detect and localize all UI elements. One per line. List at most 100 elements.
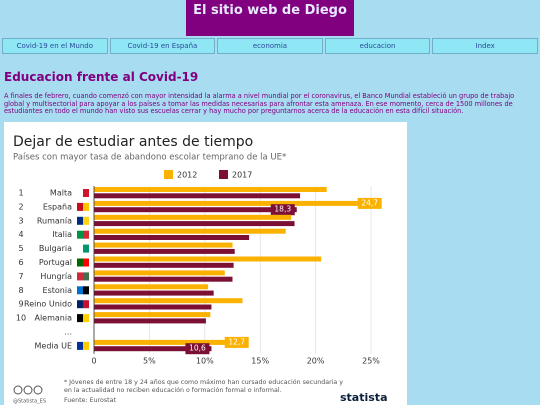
rank-label: 9 [18, 300, 23, 309]
flag [77, 272, 83, 281]
chart: Dejar de estudiar antes de tiempo Países… [13, 134, 388, 405]
bar [94, 339, 235, 345]
footnote: * Jóvenes de entre 18 y 24 años que como… [64, 379, 343, 394]
bar [94, 242, 233, 248]
chart-image: Dejar de estudiar antes de tiempo Países… [4, 122, 407, 405]
legend-swatch [219, 170, 228, 179]
rank-label: 4 [18, 230, 23, 239]
x-tick-label: 15% [251, 356, 269, 365]
x-tick-label: 5% [143, 356, 156, 365]
flag [83, 244, 89, 253]
flag [77, 189, 83, 197]
legend-label: 2012 [177, 171, 197, 180]
bar [94, 228, 286, 234]
article-title: Educacion frente al Covid-19 [4, 70, 199, 84]
chart-subtitle: Países con mayor tasa de abandono escola… [13, 153, 286, 163]
bar [94, 193, 301, 199]
bar [94, 214, 292, 220]
flag [77, 286, 83, 295]
rank-label: 3 [18, 216, 23, 225]
flag [83, 341, 89, 350]
flag [77, 244, 83, 253]
bar [94, 256, 322, 262]
y-tick-label: España [43, 202, 72, 211]
nav-link[interactable]: Index [432, 38, 538, 54]
cc-icon [13, 385, 23, 395]
flag [77, 300, 83, 309]
flag [83, 286, 89, 295]
bar [94, 312, 211, 318]
rank-label: 5 [18, 244, 23, 253]
y-tick-label: Hungría [40, 272, 72, 281]
rank-label: 10 [16, 314, 26, 323]
rank-label: 1 [18, 189, 23, 198]
bar [94, 248, 235, 254]
y-tick-label: Rumanía [37, 216, 72, 225]
value-label-box [270, 204, 295, 216]
cc-icon [23, 385, 33, 395]
flag [83, 258, 89, 267]
brand: statista [340, 391, 388, 404]
bar [94, 235, 250, 240]
flag [83, 314, 89, 323]
bar [94, 200, 368, 206]
value-label: 18,3 [274, 205, 291, 214]
cc-icon [33, 385, 43, 395]
y-tick-label: Reino Unido [24, 300, 72, 309]
nav-link[interactable]: Covid-19 en España [109, 38, 216, 54]
flag [83, 230, 89, 239]
flag [77, 314, 83, 323]
bar [94, 262, 234, 268]
article-text: A finales de febrero, cuando comenzó con… [4, 92, 515, 116]
y-tick-label: Malta [50, 189, 72, 198]
flag [83, 189, 89, 197]
value-label-box [185, 343, 210, 355]
chart-title: Dejar de estudiar antes de tiempo [13, 134, 253, 150]
y-tick-label: ... [64, 328, 72, 337]
x-tick-label: 20% [307, 356, 325, 365]
bar [94, 276, 233, 282]
value-label: 12,7 [228, 337, 245, 346]
flag [77, 258, 83, 267]
x-tick-label: 10% [196, 356, 214, 365]
y-tick-label: Portugal [39, 258, 72, 267]
value-label: 24,7 [361, 198, 378, 207]
rank-label: 6 [18, 258, 23, 267]
bar [94, 304, 212, 310]
rank-label: 7 [18, 272, 23, 281]
y-tick-label: Bulgaria [39, 244, 72, 253]
x-tick-label: 0 [91, 356, 96, 365]
nav-link[interactable]: educacion [324, 38, 431, 54]
nav-link[interactable]: Covid-19 en el Mundo [2, 38, 108, 54]
nav-bar: Covid-19 en el Mundo Covid-19 en España … [0, 38, 540, 54]
bar [94, 207, 297, 213]
flag [77, 216, 83, 225]
flag [77, 230, 83, 239]
flag [77, 341, 83, 350]
bar [94, 270, 225, 276]
nav-link[interactable]: economia [217, 38, 323, 54]
flag [83, 272, 89, 281]
y-tick-label: Alemania [34, 314, 72, 323]
bar [94, 346, 212, 352]
site-header: El sitio web de Diego [186, 0, 354, 36]
x-tick-label: 25% [362, 356, 380, 365]
flag [83, 202, 89, 211]
bar [94, 318, 206, 324]
value-label-box [224, 336, 249, 348]
y-tick-label: Media UE [35, 341, 72, 350]
source: Fuente: Eurostat [64, 397, 116, 404]
bar [94, 290, 214, 296]
rank-label: 8 [18, 286, 23, 295]
flag [83, 216, 89, 225]
bar [94, 298, 243, 304]
flag [83, 300, 89, 309]
bar [94, 284, 209, 290]
flag [77, 202, 83, 211]
value-label-box [357, 197, 382, 209]
legend-label: 2017 [232, 171, 252, 180]
y-tick-label: Italia [52, 230, 72, 239]
bar [94, 221, 295, 227]
y-tick-label: Estonia [43, 286, 73, 295]
